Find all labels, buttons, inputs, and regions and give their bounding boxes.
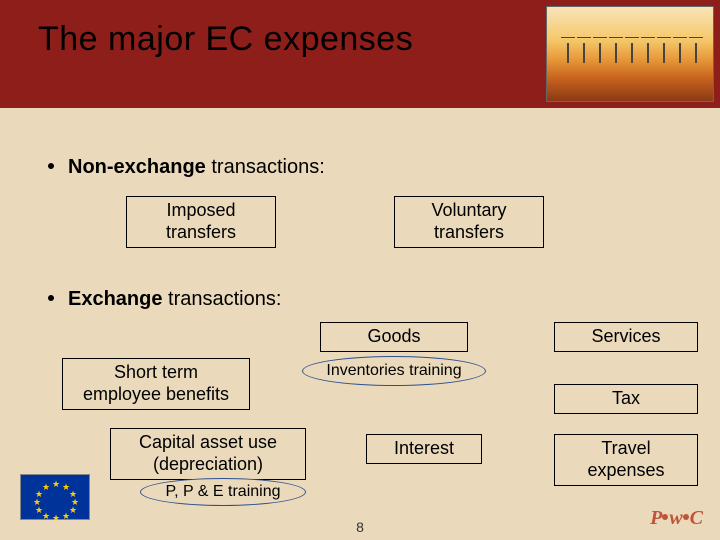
box-label: Services — [563, 326, 689, 348]
box-goods: Goods — [320, 322, 468, 352]
box-services: Services — [554, 322, 698, 352]
box-capital-asset-use: Capital asset use(depreciation) — [110, 428, 306, 480]
bullet-dot-icon — [48, 295, 54, 301]
slide-title: The major EC expenses — [38, 20, 413, 59]
header-image — [546, 6, 714, 102]
dot-icon — [683, 514, 689, 520]
box-label: Travelexpenses — [563, 438, 689, 481]
pwc-p1: P — [650, 507, 661, 529]
bullet-bold: Non-exchange — [68, 156, 206, 178]
box-label: Tax — [563, 388, 689, 410]
box-tax: Tax — [554, 384, 698, 414]
pwc-p3: C — [690, 507, 702, 529]
eu-flag-icon: ★ ★ ★ ★ ★ ★ ★ ★ ★ ★ ★ ★ — [20, 474, 90, 520]
box-label: Interest — [375, 438, 473, 460]
bullet-rest: transactions: — [162, 288, 281, 310]
box-travel-expenses: Travelexpenses — [554, 434, 698, 486]
bullet-non-exchange: Non-exchange transactions: — [48, 156, 325, 179]
oval-ppe-label: P, P & E training — [140, 483, 306, 501]
pwc-logo: PwC — [650, 507, 702, 530]
box-label: Short termemployee benefits — [71, 362, 241, 405]
box-interest: Interest — [366, 434, 482, 464]
box-voluntary-transfers: Voluntarytransfers — [394, 196, 544, 248]
pwc-p2: w — [669, 507, 681, 529]
bullet-rest: transactions: — [206, 156, 325, 178]
bullet-bold: Exchange — [68, 288, 162, 310]
slide: The major EC expenses Non-exchange trans… — [0, 0, 720, 540]
oval-inventories-label: Inventories training — [302, 362, 486, 380]
box-label: Capital asset use(depreciation) — [119, 432, 297, 475]
bullet-exchange: Exchange transactions: — [48, 288, 281, 311]
box-short-term-benefits: Short termemployee benefits — [62, 358, 250, 410]
dot-icon — [662, 514, 668, 520]
box-imposed-transfers: Imposedtransfers — [126, 196, 276, 248]
box-label: Imposedtransfers — [135, 200, 267, 243]
page-number: 8 — [356, 519, 364, 535]
bullet-dot-icon — [48, 163, 54, 169]
box-label: Goods — [329, 326, 459, 348]
box-label: Voluntarytransfers — [403, 200, 535, 243]
